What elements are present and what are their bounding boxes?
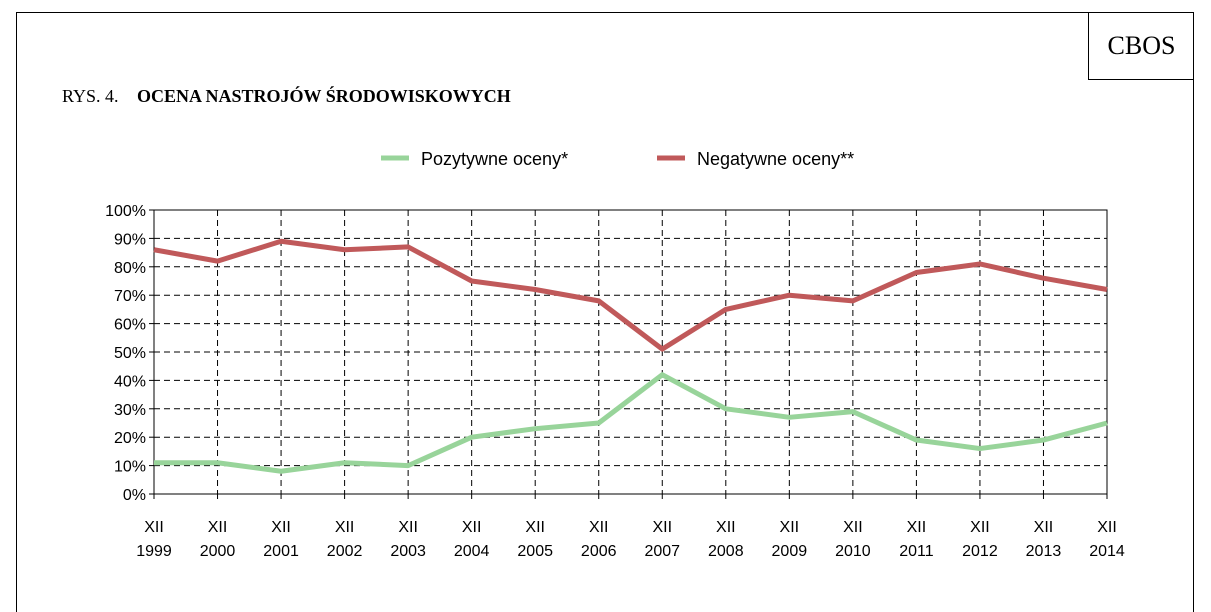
y-tick-label: 10% — [114, 459, 146, 476]
x-tick-label-year: 2006 — [581, 543, 617, 560]
y-tick-label: 0% — [123, 487, 146, 504]
legend-label-pozytywne: Pozytywne oceny* — [421, 149, 568, 169]
figure-title: OCENA NASTROJÓW ŚRODOWISKOWYCH — [137, 86, 511, 106]
x-tick-label-month: XII — [970, 519, 990, 536]
series-line-pozytywne — [154, 372, 1108, 474]
series-line-negatywne — [153, 238, 1108, 352]
x-tick-label-month: XII — [335, 519, 355, 536]
x-tick-label-year: 2009 — [772, 543, 808, 560]
y-tick-label: 50% — [114, 345, 146, 362]
x-tick-label-year: 1999 — [136, 543, 172, 560]
figure-heading: RYS. 4. OCENA NASTROJÓW ŚRODOWISKOWYCH — [62, 86, 511, 107]
x-tick-label-month: XII — [843, 519, 863, 536]
y-tick-label: 80% — [114, 260, 146, 277]
x-tick-label-month: XII — [144, 519, 164, 536]
figure-frame — [16, 12, 1194, 612]
x-tick-label-year: 2011 — [899, 543, 934, 560]
x-tick-label-month: XII — [780, 519, 800, 536]
x-tick-label-month: XII — [398, 519, 418, 536]
source-label: CBOS — [1088, 12, 1194, 80]
x-tick-label-year: 2008 — [708, 543, 744, 560]
x-tick-label-year: 2013 — [1026, 543, 1062, 560]
y-tick-label: 30% — [114, 402, 146, 419]
y-tick-label: 100% — [105, 203, 146, 220]
x-tick-label-year: 2001 — [263, 543, 299, 560]
x-tick-label-year: 2005 — [517, 543, 553, 560]
x-tick-label-year: 2014 — [1089, 543, 1125, 560]
y-tick-label: 90% — [114, 231, 146, 248]
x-tick-label-year: 2003 — [390, 543, 426, 560]
y-tick-label: 20% — [114, 430, 146, 447]
legend-label-negatywne: Negatywne oceny** — [697, 149, 854, 169]
x-tick-label-month: XII — [271, 519, 291, 536]
x-tick-label-year: 2010 — [835, 543, 871, 560]
x-tick-label-year: 2012 — [962, 543, 998, 560]
x-tick-label-month: XII — [907, 519, 927, 536]
y-tick-label: 40% — [114, 373, 146, 390]
x-tick-label-year: 2004 — [454, 543, 490, 560]
x-tick-label-month: XII — [208, 519, 228, 536]
x-tick-label-month: XII — [525, 519, 545, 536]
y-tick-label: 70% — [114, 288, 146, 305]
x-tick-label-month: XII — [589, 519, 609, 536]
x-tick-label-year: 2007 — [644, 543, 680, 560]
y-tick-label: 60% — [114, 317, 146, 334]
x-tick-label-month: XII — [1034, 519, 1054, 536]
x-tick-label-month: XII — [462, 519, 482, 536]
figure-number: RYS. 4. — [62, 86, 119, 106]
x-tick-label-month: XII — [652, 519, 672, 536]
x-tick-label-year: 2000 — [200, 543, 236, 560]
x-tick-label-year: 2002 — [327, 543, 363, 560]
x-tick-label-month: XII — [1097, 519, 1117, 536]
x-tick-label-month: XII — [716, 519, 736, 536]
